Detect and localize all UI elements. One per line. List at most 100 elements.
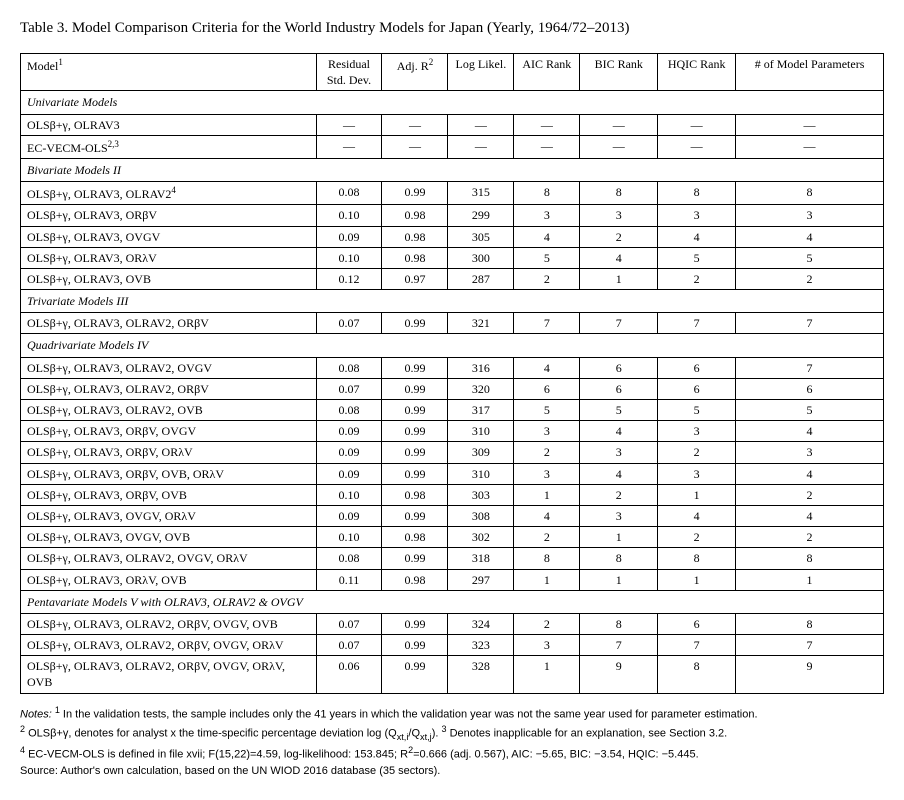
- cell-value: 310: [448, 421, 514, 442]
- cell-value: 5: [514, 400, 580, 421]
- cell-value: 310: [448, 463, 514, 484]
- cell-value: 2: [658, 268, 736, 289]
- group-header: Pentavariate Models V with OLRAV3, OLRAV…: [21, 590, 884, 613]
- cell-value: 3: [658, 463, 736, 484]
- cell-value: 5: [658, 247, 736, 268]
- cell-value: 1: [736, 569, 884, 590]
- cell-value: 0.98: [382, 247, 448, 268]
- table-row: OLSβ+γ, OLRAV3, OLRAV2, ORβV0.070.993206…: [21, 378, 884, 399]
- cell-value: 8: [658, 656, 736, 693]
- cell-value: 1: [514, 569, 580, 590]
- cell-value: 0.08: [316, 182, 382, 205]
- cell-value: 0.99: [382, 463, 448, 484]
- cell-value: 303: [448, 484, 514, 505]
- cell-value: 317: [448, 400, 514, 421]
- row-label: OLSβ+γ, OLRAV3, OLRAV2, OVB: [21, 400, 317, 421]
- cell-value: 302: [448, 527, 514, 548]
- col-metric: Log Likel.: [448, 54, 514, 91]
- col-model: Model1: [21, 54, 317, 91]
- cell-value: 323: [448, 635, 514, 656]
- cell-value: 309: [448, 442, 514, 463]
- cell-value: 0.07: [316, 613, 382, 634]
- row-label: OLSβ+γ, OLRAV3, ORλV: [21, 247, 317, 268]
- cell-value: 0.10: [316, 484, 382, 505]
- row-label: OLSβ+γ, OLRAV3, ORβV, OVGV: [21, 421, 317, 442]
- cell-value: 2: [514, 268, 580, 289]
- cell-value: 0.99: [382, 613, 448, 634]
- row-label: OLSβ+γ, OLRAV3, ORβV, ORλV: [21, 442, 317, 463]
- cell-value: 318: [448, 548, 514, 569]
- cell-value: 5: [658, 400, 736, 421]
- cell-value: 299: [448, 205, 514, 226]
- cell-value: 4: [658, 226, 736, 247]
- cell-value: 9: [736, 656, 884, 693]
- cell-value: 0.11: [316, 569, 382, 590]
- cell-value: 3: [514, 463, 580, 484]
- table-row: OLSβ+γ, OLRAV3, OLRAV2, ORβV, OVGV, ORλV…: [21, 656, 884, 693]
- cell-value: 8: [580, 548, 658, 569]
- cell-value: —: [736, 114, 884, 135]
- cell-value: 3: [580, 205, 658, 226]
- cell-value: 0.98: [382, 484, 448, 505]
- cell-value: 1: [580, 527, 658, 548]
- cell-value: 308: [448, 505, 514, 526]
- cell-value: 305: [448, 226, 514, 247]
- cell-value: 2: [736, 527, 884, 548]
- cell-value: 0.99: [382, 421, 448, 442]
- cell-value: —: [658, 114, 736, 135]
- row-label: OLSβ+γ, OLRAV3, OVGV, ORλV: [21, 505, 317, 526]
- footnote-line: Notes: 1 In the validation tests, the sa…: [20, 704, 884, 724]
- cell-value: 287: [448, 268, 514, 289]
- cell-value: 0.99: [382, 378, 448, 399]
- footnote-line: Source: Author's own calculation, based …: [20, 764, 884, 780]
- cell-value: 0.07: [316, 313, 382, 334]
- cell-value: 0.99: [382, 182, 448, 205]
- cell-value: 3: [736, 205, 884, 226]
- cell-value: —: [580, 135, 658, 158]
- group-header: Bivariate Models II: [21, 158, 884, 181]
- cell-value: 2: [514, 442, 580, 463]
- cell-value: 3: [580, 505, 658, 526]
- row-label: OLSβ+γ, OLRAV3, ORβV, OVB, ORλV: [21, 463, 317, 484]
- cell-value: 0.99: [382, 635, 448, 656]
- cell-value: 3: [736, 442, 884, 463]
- cell-value: 0.08: [316, 400, 382, 421]
- row-label: OLSβ+γ, OLRAV3, OLRAV2, ORβV, OVGV, ORλV: [21, 635, 317, 656]
- cell-value: 0.12: [316, 268, 382, 289]
- table-row: OLSβ+γ, OLRAV3, OVGV, OVB0.100.983022122: [21, 527, 884, 548]
- cell-value: 3: [658, 205, 736, 226]
- row-label: OLSβ+γ, OLRAV3, OLRAV2, ORβV: [21, 313, 317, 334]
- col-metric: HQIC Rank: [658, 54, 736, 91]
- cell-value: 1: [580, 268, 658, 289]
- row-label: OLSβ+γ, OLRAV3, OLRAV2, ORβV, OVGV, OVB: [21, 613, 317, 634]
- cell-value: 0.98: [382, 205, 448, 226]
- cell-value: 0.99: [382, 357, 448, 378]
- cell-value: 4: [736, 226, 884, 247]
- group-header: Trivariate Models III: [21, 290, 884, 313]
- cell-value: 6: [658, 613, 736, 634]
- row-label: EC-VECM-OLS2,3: [21, 135, 317, 158]
- cell-value: 0.07: [316, 378, 382, 399]
- cell-value: 315: [448, 182, 514, 205]
- table-row: OLSβ+γ, OLRAV3, OLRAV2, OVGV, ORλV0.080.…: [21, 548, 884, 569]
- cell-value: 2: [514, 613, 580, 634]
- cell-value: 4: [736, 505, 884, 526]
- cell-value: 1: [658, 484, 736, 505]
- table-row: OLSβ+γ, OLRAV3, OLRAV240.080.993158888: [21, 182, 884, 205]
- cell-value: 1: [658, 569, 736, 590]
- row-label: OLSβ+γ, OLRAV3, OLRAV2, OVGV: [21, 357, 317, 378]
- cell-value: 0.09: [316, 421, 382, 442]
- cell-value: 7: [736, 357, 884, 378]
- cell-value: —: [736, 135, 884, 158]
- cell-value: 7: [580, 635, 658, 656]
- cell-value: 2: [580, 484, 658, 505]
- cell-value: 320: [448, 378, 514, 399]
- cell-value: 5: [514, 247, 580, 268]
- group-header: Quadrivariate Models IV: [21, 334, 884, 357]
- table-row: OLSβ+γ, OLRAV3, OLRAV2, ORβV, OVGV, ORλV…: [21, 635, 884, 656]
- cell-value: 6: [658, 378, 736, 399]
- cell-value: 0.99: [382, 548, 448, 569]
- table-row: OLSβ+γ, OLRAV3, ORβV, OVB, ORλV0.090.993…: [21, 463, 884, 484]
- row-label: OLSβ+γ, OLRAV3, OVGV, OVB: [21, 527, 317, 548]
- cell-value: 0.10: [316, 205, 382, 226]
